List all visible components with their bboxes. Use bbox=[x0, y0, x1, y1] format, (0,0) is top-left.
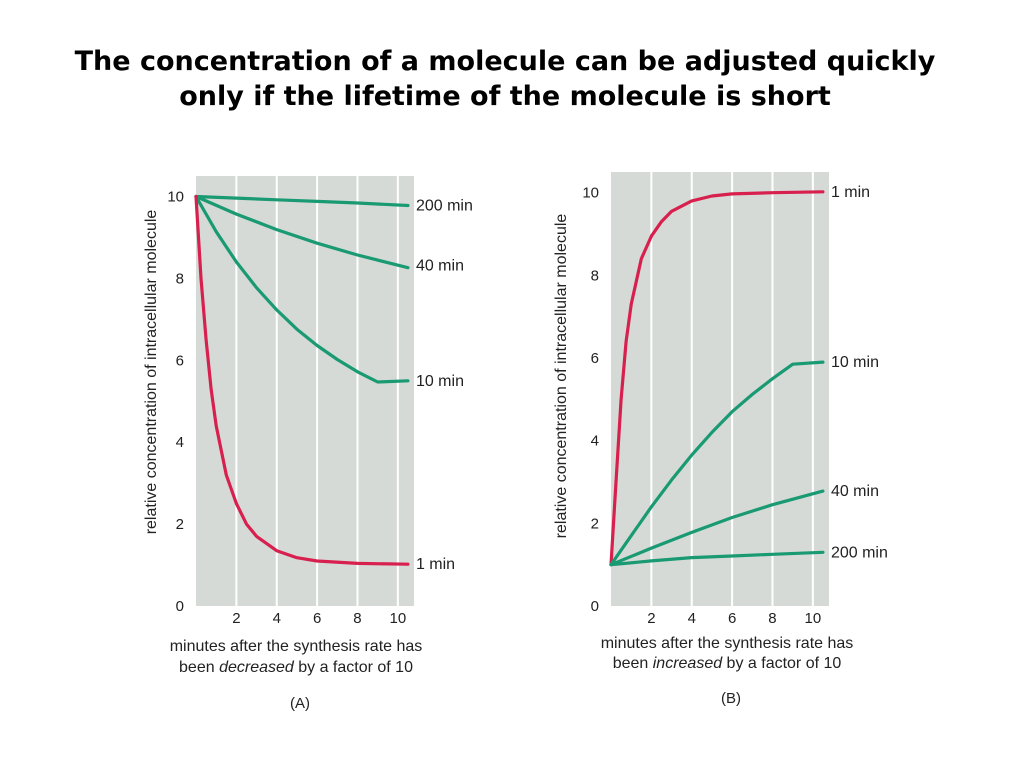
slide-title-line-2: only if the lifetime of the molecule is … bbox=[179, 81, 831, 112]
y-axis-label: relative concentration of intracellular … bbox=[553, 214, 570, 539]
series-label: 10 min bbox=[416, 373, 464, 390]
y-tick-label: 8 bbox=[176, 270, 184, 287]
chart-panel-b: 2 4 6 8 10 0 2 4 6 8 10 1 min 10 min 40 min 200 min rel… bbox=[553, 172, 888, 707]
x-tick-label: 4 bbox=[688, 610, 696, 627]
y-tick-label: 6 bbox=[176, 352, 184, 369]
x-tick-label: 2 bbox=[647, 610, 655, 627]
x-axis-label-emphasis: decreased bbox=[219, 659, 295, 676]
x-tick-label: 8 bbox=[353, 610, 361, 627]
y-tick-label: 6 bbox=[591, 350, 599, 367]
series-label: 40 min bbox=[831, 483, 879, 500]
x-tick-label: 10 bbox=[390, 610, 407, 627]
x-axis-label-line-1: minutes after the synthesis rate has bbox=[601, 635, 854, 652]
slide-title: The concentration of a molecule can be a… bbox=[0, 44, 1010, 114]
y-tick-label: 4 bbox=[176, 434, 184, 451]
series-label: 40 min bbox=[416, 258, 464, 275]
series-label: 10 min bbox=[831, 354, 879, 371]
x-tick-label: 4 bbox=[273, 610, 281, 627]
y-tick-label: 10 bbox=[167, 188, 184, 205]
chart-panel-a: 2 4 6 8 10 0 2 4 6 8 10 200 min 40 min 10 min 1 min rel… bbox=[143, 176, 473, 712]
x-tick-label: 8 bbox=[768, 610, 776, 627]
y-tick-label: 4 bbox=[591, 433, 599, 450]
y-tick-label: 8 bbox=[591, 267, 599, 284]
panel-label: (B) bbox=[721, 690, 741, 707]
series-line-40-min bbox=[194, 194, 410, 270]
y-tick-label: 0 bbox=[591, 598, 599, 615]
y-tick-label: 2 bbox=[591, 515, 599, 532]
y-tick-label: 2 bbox=[176, 516, 184, 533]
series-label: 200 min bbox=[416, 197, 473, 214]
slide-title-line-1: The concentration of a molecule can be a… bbox=[74, 46, 936, 77]
y-axis-label: relative concentration of intracellular … bbox=[143, 210, 160, 535]
panel-label: (A) bbox=[290, 695, 310, 712]
x-tick-label: 2 bbox=[232, 610, 240, 627]
x-axis-label-suffix: by a factor of 10 bbox=[722, 655, 841, 672]
x-axis-label-prefix: been bbox=[613, 655, 653, 672]
series-line-40-min bbox=[609, 489, 825, 567]
series-line-200-min bbox=[194, 194, 410, 208]
x-tick-label: 6 bbox=[313, 610, 321, 627]
series-label: 1 min bbox=[416, 556, 455, 573]
x-tick-label: 6 bbox=[728, 610, 736, 627]
x-axis-label-suffix: by a factor of 10 bbox=[294, 659, 413, 676]
x-axis-label-prefix: been bbox=[179, 659, 219, 676]
series-line-1-min bbox=[194, 194, 410, 566]
series-line-10-min bbox=[609, 360, 825, 567]
x-axis-label-line-2: been decreased by a factor of 10 bbox=[179, 659, 413, 676]
plot-area bbox=[196, 176, 414, 606]
y-tick-label: 0 bbox=[176, 598, 184, 615]
x-axis-label-emphasis: increased bbox=[653, 655, 723, 672]
series-label: 1 min bbox=[831, 184, 870, 201]
plot-area bbox=[611, 172, 829, 606]
x-axis-label-line-2: been increased by a factor of 10 bbox=[613, 655, 842, 672]
series-line-10-min bbox=[194, 194, 410, 384]
series-label: 200 min bbox=[831, 544, 888, 561]
y-tick-label: 10 bbox=[582, 185, 599, 202]
x-tick-label: 10 bbox=[805, 610, 822, 627]
x-axis-label-line-1: minutes after the synthesis rate has bbox=[170, 638, 423, 655]
series-line-1-min bbox=[609, 190, 825, 567]
series-line-200-min bbox=[609, 550, 825, 567]
